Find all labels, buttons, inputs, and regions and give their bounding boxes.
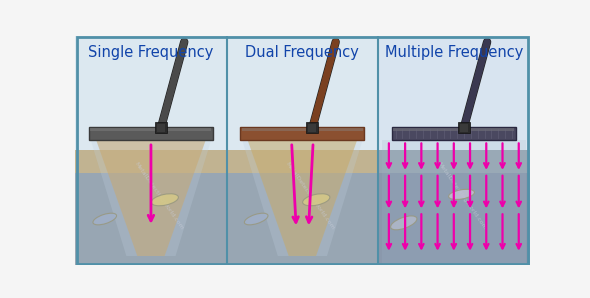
Bar [75, 173, 227, 265]
Bar [75, 150, 227, 173]
Bar [75, 36, 227, 150]
Ellipse shape [151, 194, 178, 206]
Bar [392, 127, 516, 140]
Ellipse shape [166, 278, 200, 298]
Bar [157, 124, 165, 132]
Bar [394, 128, 514, 131]
Bar [378, 36, 529, 150]
Ellipse shape [391, 216, 417, 230]
Ellipse shape [303, 194, 330, 206]
Ellipse shape [103, 279, 134, 298]
Bar [458, 122, 470, 133]
Bar [309, 124, 316, 132]
Bar [242, 128, 363, 131]
Text: MetalDetectingWorld.com: MetalDetectingWorld.com [133, 161, 184, 231]
Bar [90, 128, 211, 131]
Ellipse shape [448, 189, 474, 199]
Ellipse shape [255, 279, 286, 298]
Bar [460, 124, 468, 132]
Bar [227, 173, 378, 265]
Ellipse shape [318, 278, 352, 298]
Bar [227, 150, 378, 173]
Bar [240, 127, 365, 140]
Bar [378, 173, 529, 265]
Ellipse shape [468, 281, 499, 298]
Polygon shape [91, 140, 211, 256]
Text: Dual Frequency: Dual Frequency [245, 45, 359, 60]
Bar [378, 150, 529, 173]
Text: Single Frequency: Single Frequency [88, 45, 214, 60]
Bar [227, 36, 378, 150]
Bar [382, 140, 526, 298]
Polygon shape [248, 140, 357, 256]
Text: MetalDetectingWorld.com: MetalDetectingWorld.com [436, 161, 487, 231]
Bar [155, 122, 167, 133]
Polygon shape [242, 140, 362, 256]
Ellipse shape [400, 281, 434, 298]
Text: Multiple Frequency: Multiple Frequency [385, 45, 523, 60]
Ellipse shape [244, 213, 268, 225]
Bar [89, 127, 213, 140]
Bar [306, 122, 319, 133]
Ellipse shape [93, 213, 117, 225]
Polygon shape [96, 140, 205, 256]
Text: MetalDetectingWorld.com: MetalDetectingWorld.com [284, 161, 336, 231]
